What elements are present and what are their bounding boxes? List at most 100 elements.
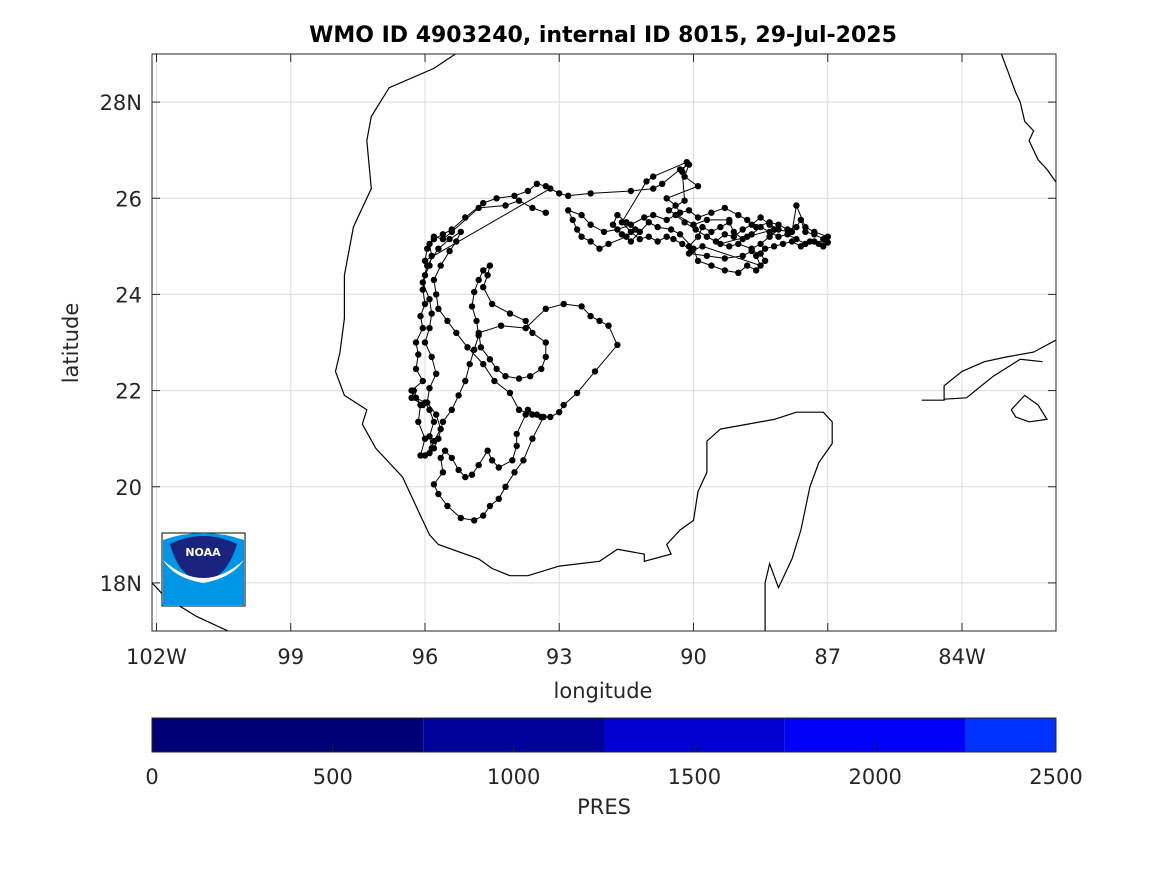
profile-point xyxy=(455,392,462,399)
y-tick-label: 22 xyxy=(115,380,142,404)
profile-point xyxy=(793,202,800,209)
profile-point xyxy=(430,276,438,284)
profile-point xyxy=(439,469,447,476)
profile-point xyxy=(502,202,509,209)
profile-point xyxy=(650,185,657,192)
profile-point xyxy=(453,238,460,245)
profile-point xyxy=(735,269,742,276)
profile-point xyxy=(717,223,724,231)
map-title: WMO ID 4903240, internal ID 8015, 29-Jul… xyxy=(309,23,897,48)
profile-point xyxy=(663,233,670,240)
profile-point xyxy=(578,233,585,240)
coastline xyxy=(152,54,1056,631)
profile-point xyxy=(692,226,699,233)
profile-point xyxy=(533,411,541,418)
profile-point xyxy=(688,247,695,255)
profile-point xyxy=(699,243,706,250)
profile-point xyxy=(717,240,724,248)
coastline-segment xyxy=(152,582,229,631)
profile-point xyxy=(502,483,509,490)
profile-point xyxy=(694,257,702,264)
x-axis-label: longitude xyxy=(554,679,653,703)
profile-point xyxy=(495,464,502,471)
profile-point xyxy=(721,204,728,212)
map-frame xyxy=(151,53,1057,632)
profile-point xyxy=(815,240,822,248)
profile-point xyxy=(473,317,480,325)
profile-point xyxy=(430,481,438,488)
profile-point xyxy=(659,180,666,187)
profile-point xyxy=(654,238,661,245)
profile-point xyxy=(542,209,549,216)
profile-point xyxy=(679,168,686,175)
profile-point xyxy=(520,457,527,464)
profile-point xyxy=(578,211,585,219)
colorbar-label: PRES xyxy=(577,795,631,819)
y-tick-label: 18N xyxy=(100,572,142,596)
profile-point xyxy=(419,286,426,293)
profile-point xyxy=(802,223,809,231)
profile-point xyxy=(513,442,520,450)
profile-point xyxy=(484,272,491,279)
profile-point xyxy=(775,221,782,228)
profile-point xyxy=(609,221,617,228)
profile-point xyxy=(824,233,831,240)
profile-point xyxy=(744,233,751,240)
profile-point xyxy=(421,435,429,442)
profile-point xyxy=(448,226,455,233)
x-tick-label: 93 xyxy=(546,645,573,669)
profile-point xyxy=(788,238,796,245)
profile-point xyxy=(426,385,433,392)
profile-point xyxy=(797,243,805,250)
profile-point xyxy=(587,221,594,228)
profile-point xyxy=(444,502,451,510)
profile-point xyxy=(480,267,487,274)
float-trajectory xyxy=(408,159,831,524)
colorbar-tick-label: 2500 xyxy=(1029,765,1082,789)
x-tick-label: 96 xyxy=(412,645,439,669)
profile-point xyxy=(596,317,603,325)
profile-point xyxy=(484,447,491,454)
profile-point xyxy=(412,365,420,373)
profile-point xyxy=(779,240,787,248)
colorbar-tick-label: 1000 xyxy=(487,765,540,789)
profile-point xyxy=(699,223,706,231)
profile-point xyxy=(614,226,621,233)
profile-point xyxy=(421,272,429,279)
profile-point xyxy=(587,312,594,320)
profile-point xyxy=(744,262,751,269)
profile-point xyxy=(466,360,473,368)
profile-point xyxy=(421,339,429,346)
colorbar-segment xyxy=(965,718,1056,752)
profile-point xyxy=(748,221,755,228)
profile-point xyxy=(703,252,711,260)
profile-point xyxy=(515,406,523,413)
profile-point xyxy=(522,324,529,332)
profile-point xyxy=(426,296,433,303)
profile-point xyxy=(529,435,536,442)
trajectory-line xyxy=(410,200,618,521)
colorbar-tick-label: 0 xyxy=(145,765,158,789)
profile-point xyxy=(645,219,652,226)
profile-point xyxy=(428,310,435,317)
profile-point xyxy=(694,183,702,190)
profile-point xyxy=(623,233,630,240)
profile-point xyxy=(457,228,464,236)
profile-point xyxy=(654,223,661,231)
profile-point xyxy=(565,192,572,199)
profile-point xyxy=(591,368,599,375)
coastline-segment xyxy=(334,54,833,631)
y-axis-label: latitude xyxy=(59,303,83,384)
profile-point xyxy=(529,329,536,337)
coastline-segment xyxy=(1000,54,1056,184)
profile-point xyxy=(471,346,478,353)
profile-point xyxy=(770,226,778,233)
profile-point xyxy=(797,216,805,224)
colorbar-frame xyxy=(151,717,1057,753)
profile-point xyxy=(435,305,442,312)
profile-point xyxy=(493,195,500,202)
colorbar-tick-label: 500 xyxy=(313,765,353,789)
profile-point xyxy=(426,449,433,457)
profile-point xyxy=(560,401,567,409)
profile-point xyxy=(475,204,482,212)
